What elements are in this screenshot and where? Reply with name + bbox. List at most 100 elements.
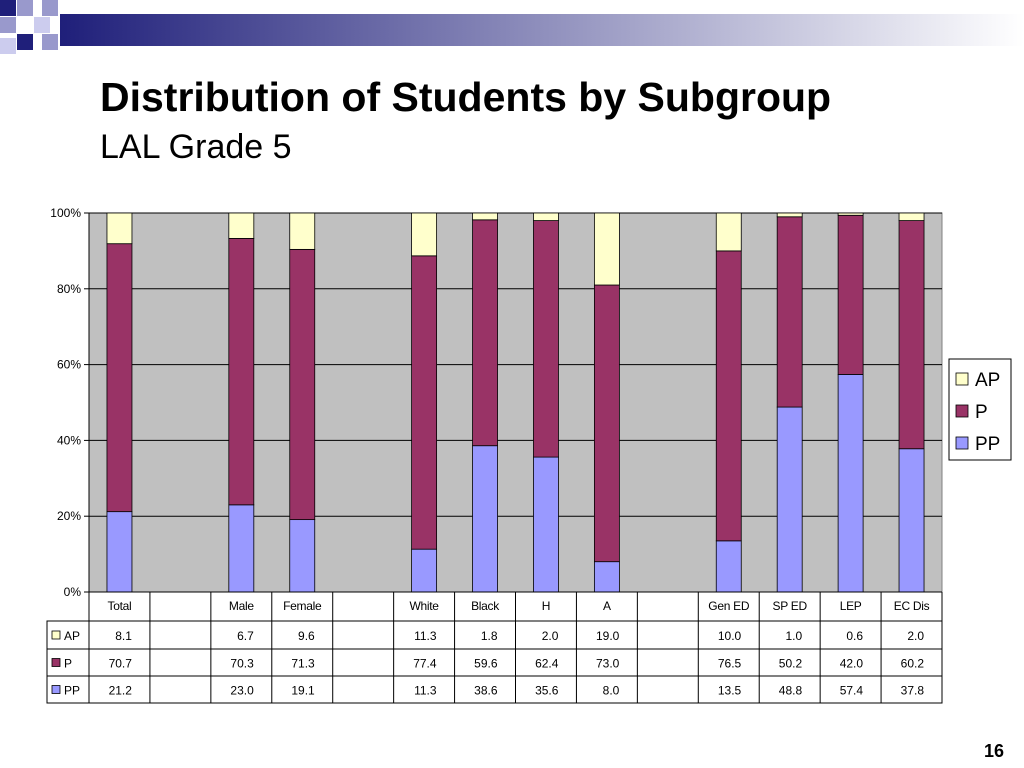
table-legend-key-ap [51, 630, 61, 640]
table-cell-value: 62.4 [535, 657, 559, 671]
table-cell-value: 2.0 [542, 629, 559, 643]
table-cell-value: 73.0 [596, 657, 620, 671]
x-category-label: Total [108, 599, 132, 613]
plot-area [88, 212, 943, 593]
legend-label: AP [975, 370, 1000, 391]
bar-segment-ap [837, 212, 864, 216]
table-cell-value: 35.6 [535, 684, 559, 698]
table-cell-value: 19.1 [291, 684, 315, 698]
table-cell-value: 71.3 [291, 657, 315, 671]
table-cell-value: 50.2 [779, 657, 803, 671]
bar-segment-ap [776, 212, 803, 218]
page-title: Distribution of Students by Subgroup [100, 74, 832, 120]
bar-segment-ap [715, 212, 742, 252]
banner-square [0, 0, 16, 16]
table-cell-value: 9.6 [298, 629, 315, 643]
y-tick-label: 0% [64, 585, 82, 599]
x-category-label: White [410, 599, 440, 613]
bar-segment-p [776, 216, 803, 408]
table-cell-value: 6.7 [237, 629, 254, 643]
corner-decoration [0, 0, 1024, 54]
bar-segment-ap [898, 212, 925, 221]
x-category-label: A [603, 599, 611, 613]
table-row-label: AP [64, 629, 80, 643]
table-cell-value: 70.3 [230, 657, 254, 671]
x-category-label: H [542, 599, 550, 613]
table-cell-value: 13.5 [718, 684, 742, 698]
table-cell-value: 21.2 [109, 684, 133, 698]
bar-segment-ap [228, 212, 255, 239]
table-cell-value: 60.2 [901, 657, 925, 671]
table-cell-value: 37.8 [901, 684, 925, 698]
bar-segment-pp [289, 519, 316, 593]
table-legend-key-p [51, 658, 61, 667]
x-category-label: Male [229, 599, 254, 613]
banner-square [42, 34, 58, 50]
table-cell-value: 8.1 [115, 629, 132, 643]
bar-segment-ap [106, 212, 133, 245]
table-cell-value: 10.0 [718, 629, 742, 643]
x-category-label: Black [471, 599, 500, 613]
y-tick-label: 80% [57, 282, 81, 296]
table-cell-value: 1.8 [481, 629, 498, 643]
table-cell-value: 70.7 [109, 657, 133, 671]
bar-segment-pp [411, 548, 438, 593]
bar-segment-pp [533, 456, 559, 593]
table-cell-value: 48.8 [779, 684, 803, 698]
y-tick-label: 40% [57, 433, 81, 447]
bar-segment-pp [837, 374, 864, 593]
legend-key-pp [955, 436, 969, 450]
table-cell-value: 59.6 [474, 657, 498, 671]
y-tick-label: 60% [57, 358, 81, 372]
legend-key-p [955, 404, 969, 418]
bar-segment-ap [289, 212, 316, 250]
bar-segment-pp [593, 561, 620, 593]
table-row-label: P [64, 657, 72, 671]
bar-segment-pp [472, 445, 498, 593]
bar-segment-pp [715, 540, 742, 593]
bar-segment-p [898, 220, 925, 450]
table-cell-value: 11.3 [414, 684, 437, 698]
bar-segment-p [106, 243, 133, 513]
bar-segment-p [228, 237, 255, 506]
table-row-label: PP [64, 684, 80, 698]
bar-segment-p [715, 250, 742, 542]
banner-square [0, 17, 16, 33]
banner-stripe [60, 14, 1024, 46]
banner-square [17, 34, 33, 50]
bar-segment-p [837, 214, 864, 375]
banner-square [34, 17, 50, 33]
y-tick-label: 100% [50, 206, 81, 220]
x-category-label: LEP [840, 599, 862, 613]
table-cell-value: 38.6 [474, 684, 498, 698]
table-legend-key-pp [51, 685, 61, 694]
banner-square [42, 0, 58, 16]
table-cell-value: 8.0 [603, 684, 620, 698]
bar-segment-p [411, 255, 438, 550]
table-cell-value: 2.0 [907, 629, 924, 643]
bar-segment-ap [593, 212, 620, 286]
bar-segment-ap [411, 212, 438, 257]
table-cell-value: 23.0 [230, 684, 254, 698]
bar-segment-pp [106, 511, 133, 593]
bar-segment-pp [228, 504, 255, 593]
bar-segment-p [533, 220, 559, 458]
table-cell-value: 42.0 [840, 657, 864, 671]
bar-segment-pp [898, 448, 925, 593]
table-cell-value: 57.4 [840, 684, 864, 698]
y-tick-label: 20% [57, 509, 81, 523]
bar-segment-ap [472, 212, 498, 221]
banner-square [17, 0, 33, 16]
x-category-label: EC Dis [894, 599, 930, 613]
table-cell-value: 77.4 [413, 657, 437, 671]
bar-segment-p [472, 219, 498, 447]
table-cell-value: 1.0 [785, 629, 802, 643]
table-cell-value: 76.5 [718, 657, 742, 671]
legend-label: P [975, 402, 988, 423]
bar-segment-p [289, 248, 316, 521]
page-subtitle: LAL Grade 5 [100, 128, 292, 166]
x-category-label: Female [283, 599, 322, 613]
table-cell-value: 11.3 [414, 629, 437, 643]
x-category-label: SP ED [773, 599, 808, 613]
